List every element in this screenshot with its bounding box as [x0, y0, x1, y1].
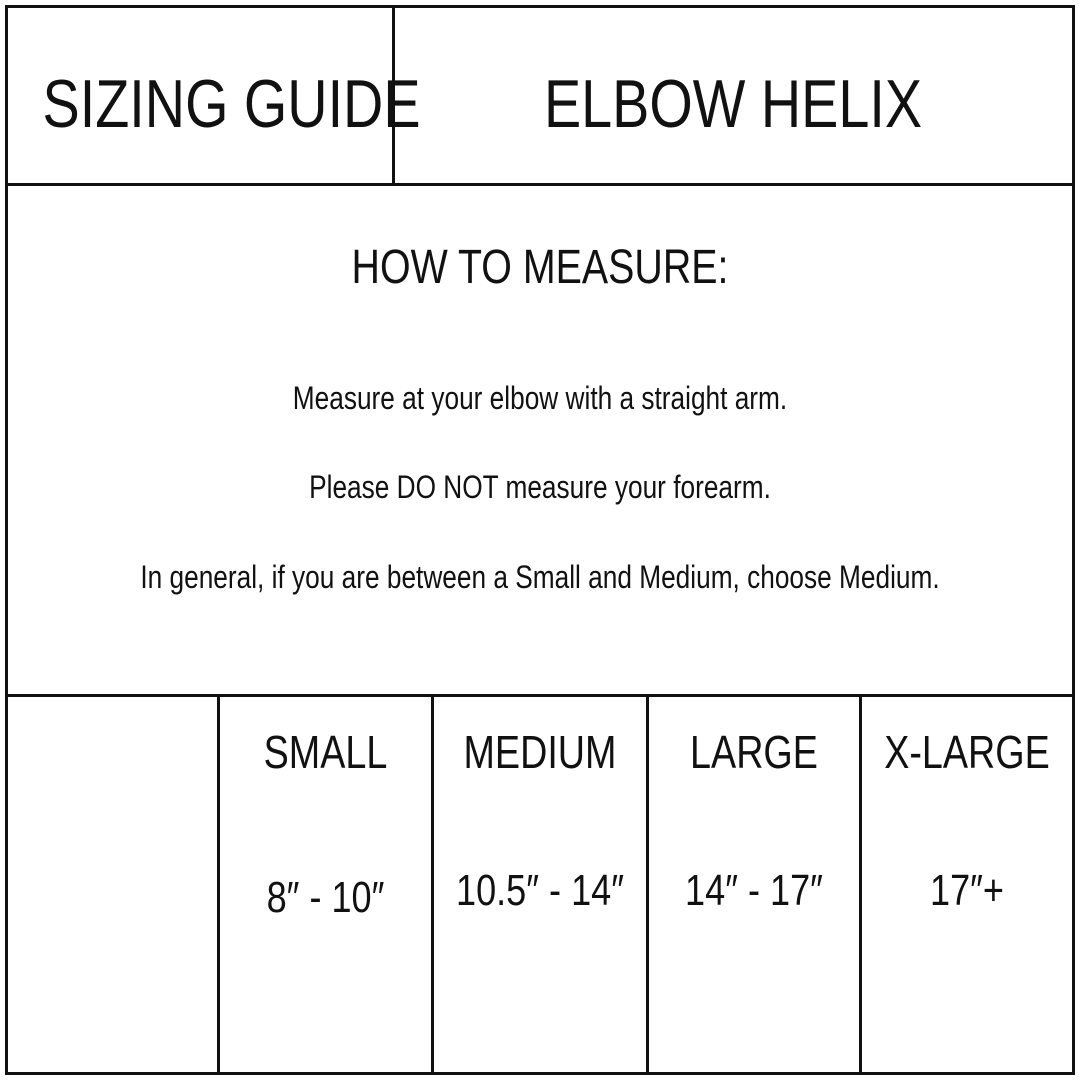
instruction-line: Measure at your elbow with a straight ar… [292, 380, 788, 416]
divider [217, 695, 220, 1073]
instruction-line: Please DO NOT measure your forearm. [309, 469, 771, 505]
size-label-xlarge: X-LARGE [884, 726, 1050, 778]
divider [431, 695, 434, 1073]
divider [859, 695, 862, 1073]
size-label-small: SMALL [263, 726, 388, 778]
sizing-table-border [5, 5, 1075, 1075]
divider [5, 694, 1075, 697]
instruction-line: In general, if you are between a Small a… [140, 559, 940, 595]
divider [392, 5, 395, 185]
product-name: ELBOW HELIX [543, 66, 923, 142]
page-title: SIZING GUIDE [42, 66, 421, 142]
size-label-large: LARGE [690, 726, 818, 778]
divider [646, 695, 649, 1073]
size-range-xlarge: 17″+ [930, 866, 1004, 915]
instructions-heading: HOW TO MEASURE: [351, 241, 729, 294]
size-range-small: 8″ - 10″ [266, 873, 385, 922]
size-range-large: 14″ - 17″ [685, 866, 823, 915]
divider [5, 183, 1075, 186]
size-label-medium: MEDIUM [463, 726, 617, 778]
size-range-medium: 10.5″ - 14″ [456, 866, 624, 915]
